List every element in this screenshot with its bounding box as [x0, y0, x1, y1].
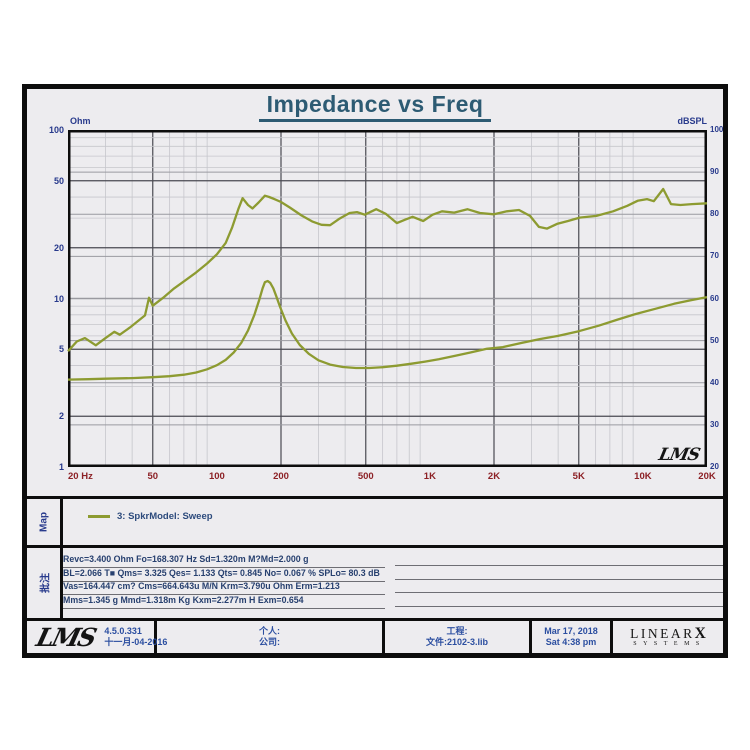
lms-plot-watermark: LMS — [656, 445, 702, 465]
linearx-systems-text: SYSTEMS — [633, 640, 706, 647]
linearx-logo: LINEARX — [630, 624, 706, 642]
y-right-tick-20: 20 — [710, 462, 719, 471]
brand-x-text: X — [694, 624, 706, 642]
y-left-tick-20: 20 — [53, 242, 64, 253]
chart-title-row: Impedance vs Freq — [27, 91, 723, 122]
footer-cell-project: 工程: 文件:2102-3.lib — [385, 621, 532, 653]
footer-cell-brand: LINEARX SYSTEMS — [613, 621, 723, 653]
map-section-label: Map — [38, 512, 49, 532]
footer-bar: LMS 4.5.0.331 十一月-04-2016 个人: 公司: 工程: 文件… — [27, 621, 723, 653]
y-right-tick-80: 80 — [710, 209, 719, 219]
map-section-cell: Map — [27, 499, 63, 545]
x-tick-2000: 2K — [487, 471, 501, 482]
note-line-parameters-4: Mms=1.345 g Mmd=1.318m Kg Kxm=2.277m H E… — [63, 595, 385, 609]
x-tick-20000: 20K — [698, 471, 716, 482]
brand-linear-text: LINEAR — [630, 625, 695, 641]
legend-entry-label: 3: SpkrModel: Sweep — [117, 511, 213, 522]
footer-cell-datetime: Mar 17, 2018 Sat 4:38 pm — [532, 621, 613, 653]
y-left-tick-50: 50 — [53, 175, 64, 186]
x-tick-20: 20 Hz — [68, 471, 93, 482]
locale-date: 十一月-04-2016 — [104, 637, 168, 647]
note-line-parameters-1: Revc=3.400 Ohm Fo=168.307 Hz Sd=1.320m M… — [63, 554, 385, 568]
personal-label: 个人: — [259, 625, 280, 636]
notes-row: 批注 Revc=3.400 Ohm Fo=168.307 Hz Sd=1.320… — [27, 548, 723, 621]
series-spl — [67, 187, 708, 352]
x-tick-50: 50 — [147, 471, 159, 482]
blank-rule-line — [395, 552, 723, 566]
x-tick-500: 500 — [357, 471, 374, 482]
y-right-tick-40: 40 — [710, 377, 719, 387]
y-left-tick-5: 5 — [58, 344, 64, 355]
file-label: 文件:2102-3.lib — [425, 637, 489, 647]
app-version: 4.5.0.331 — [104, 625, 142, 636]
left-axis-unit-label: Ohm — [70, 116, 91, 126]
footer-cell-version: LMS 4.5.0.331 十一月-04-2016 — [27, 621, 167, 653]
note-line-parameters-3: Vas=164.447 cm? Cms=664.643u M/N Krm=3.7… — [63, 581, 385, 595]
series-impedance — [67, 279, 708, 381]
footer-cell-identity: 个人: 公司: — [157, 621, 385, 653]
lms-logo: LMS — [33, 622, 98, 652]
y-right-tick-50: 50 — [710, 335, 719, 345]
x-tick-1000: 1K — [423, 471, 436, 482]
x-tick-10000: 10K — [634, 471, 652, 482]
y-right-tick-100: 100 — [710, 125, 724, 134]
right-axis-unit-label: dBSPL — [677, 116, 707, 126]
report-frame: Impedance vs Freq Ohm dBSPL LMS 100 50 20 1… — [22, 84, 728, 658]
y-left-tick-1: 1 — [58, 462, 64, 472]
y-right-tick-60: 60 — [710, 293, 719, 303]
y-right-tick-70: 70 — [710, 251, 719, 261]
x-tick-5000: 5K — [572, 471, 585, 482]
impedance-spl-chart — [67, 130, 708, 467]
company-label: 公司: — [259, 637, 280, 647]
note-line-parameters-2: BL=2.066 T■ Qms= 3.325 Qes= 1.133 Qts= 0… — [63, 568, 385, 582]
x-tick-200: 200 — [273, 471, 289, 482]
map-legend-row: Map 3: SpkrModel: Sweep — [27, 496, 723, 548]
y-left-tick-10: 10 — [53, 293, 64, 304]
notes-section-label: 批注 — [40, 573, 51, 593]
x-tick-100: 100 — [208, 471, 225, 482]
notes-section-cell: 批注 — [27, 548, 63, 618]
legend-entry: 3: SpkrModel: Sweep — [88, 511, 213, 522]
report-time: Sat 4:38 pm — [545, 637, 597, 647]
blank-rule-line — [395, 593, 723, 607]
plot-area: LMS — [67, 130, 708, 467]
y-left-tick-100: 100 — [48, 125, 64, 135]
report-date: Mar 17, 2018 — [544, 625, 598, 636]
y-right-tick-30: 30 — [710, 419, 719, 429]
y-left-tick-2: 2 — [58, 411, 64, 422]
y-right-tick-90: 90 — [710, 167, 719, 177]
legend-line-swatch — [88, 515, 110, 518]
blank-rule-line — [395, 579, 723, 593]
page-title: Impedance vs Freq — [258, 91, 492, 122]
project-label: 工程: — [446, 625, 468, 636]
blank-rule-line — [395, 566, 723, 580]
